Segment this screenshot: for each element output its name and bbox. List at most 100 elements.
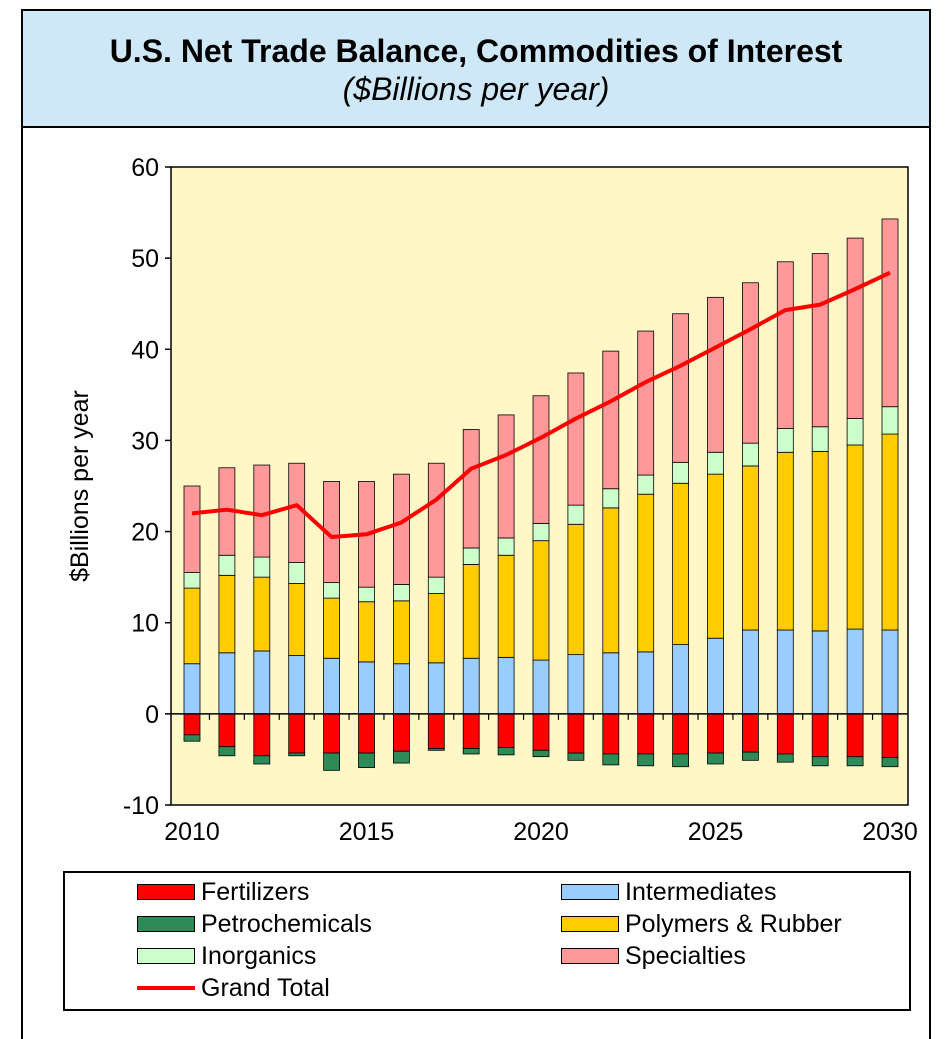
bar-fertilizers-2025: [707, 713, 724, 754]
bar-petrochemicals-2016: [392, 750, 410, 764]
bar-polymers-and-rubber-2022: [602, 507, 620, 654]
bar-polymers-and-rubber-2010: [183, 587, 201, 665]
legend-label: Intermediates: [625, 878, 777, 906]
bar-inorganics-2017: [427, 576, 445, 594]
bar-inorganics-2016: [392, 584, 410, 602]
bar-inorganics-2029: [846, 418, 864, 446]
bar-petrochemicals-2025: [707, 752, 724, 765]
y-tick-label: 20: [131, 519, 159, 547]
bar-polymers-and-rubber-2021: [567, 523, 585, 656]
bar-specialties-2020: [532, 395, 550, 524]
chart-subtitle: ($Billions per year): [342, 71, 610, 107]
bar-fertilizers-2013: [288, 713, 306, 754]
legend-swatch: [561, 884, 619, 900]
bar-inorganics-2030: [881, 406, 899, 435]
bar-polymers-and-rubber-2015: [358, 601, 375, 663]
bar-intermediates-2028: [811, 630, 829, 715]
y-axis-label: $Billions per year: [66, 390, 94, 582]
bar-polymers-and-rubber-2024: [672, 482, 689, 645]
y-tick-label: 30: [131, 427, 159, 455]
legend-swatch: [561, 948, 619, 964]
legend-label: Grand Total: [201, 974, 330, 1002]
bar-petrochemicals-2010: [183, 734, 201, 742]
bar-polymers-and-rubber-2014: [323, 597, 341, 659]
bar-intermediates-2014: [323, 657, 341, 715]
y-tick-label: 0: [145, 701, 159, 729]
bar-specialties-2016: [392, 473, 410, 585]
bar-petrochemicals-2030: [881, 757, 899, 768]
bar-inorganics-2024: [672, 461, 689, 484]
bar-fertilizers-2030: [881, 713, 899, 759]
legend-label: Inorganics: [201, 942, 317, 970]
bar-specialties-2018: [462, 429, 480, 549]
bar-specialties-2030: [881, 218, 899, 408]
bar-intermediates-2017: [427, 662, 445, 715]
bar-specialties-2024: [672, 313, 689, 463]
y-tick-label: 60: [131, 154, 159, 182]
bar-intermediates-2016: [392, 663, 410, 715]
bar-intermediates-2019: [497, 656, 515, 715]
bar-intermediates-2024: [672, 644, 689, 715]
bar-petrochemicals-2029: [846, 756, 864, 767]
legend-label: Fertilizers: [201, 878, 310, 906]
bar-specialties-2023: [637, 330, 655, 476]
bar-polymers-and-rubber-2026: [742, 465, 759, 631]
x-tick-label: 2025: [688, 818, 744, 846]
bar-intermediates-2020: [532, 659, 550, 715]
bar-inorganics-2027: [776, 428, 794, 453]
bar-inorganics-2018: [462, 547, 480, 565]
bar-fertilizers-2014: [323, 713, 341, 754]
bar-intermediates-2010: [183, 663, 201, 715]
y-tick-label: 40: [131, 336, 159, 364]
bar-fertilizers-2027: [776, 713, 794, 755]
bar-petrochemicals-2021: [567, 752, 585, 761]
bar-inorganics-2020: [532, 522, 550, 542]
bar-specialties-2025: [707, 296, 724, 453]
y-tick-label: -10: [123, 792, 159, 820]
bar-petrochemicals-2017: [427, 748, 445, 751]
bar-inorganics-2028: [811, 426, 829, 452]
bar-inorganics-2019: [497, 537, 515, 556]
bar-intermediates-2022: [602, 652, 620, 715]
bar-fertilizers-2018: [462, 713, 480, 749]
legend-line-swatch: [137, 986, 195, 990]
legend-swatch: [137, 948, 195, 964]
bar-inorganics-2026: [742, 442, 759, 467]
bar-polymers-and-rubber-2018: [462, 563, 480, 659]
bar-petrochemicals-2018: [462, 748, 480, 755]
bar-fertilizers-2019: [497, 713, 515, 748]
bar-inorganics-2013: [288, 562, 306, 584]
bar-fertilizers-2024: [672, 713, 689, 755]
bar-polymers-and-rubber-2028: [811, 450, 829, 632]
bar-specialties-2022: [602, 350, 620, 490]
bar-polymers-and-rubber-2013: [288, 583, 306, 656]
bar-polymers-and-rubber-2019: [497, 554, 515, 658]
bar-petrochemicals-2023: [637, 753, 655, 767]
bar-intermediates-2029: [846, 628, 864, 715]
bar-inorganics-2011: [218, 554, 236, 576]
bar-specialties-2017: [427, 462, 445, 578]
bar-petrochemicals-2019: [497, 747, 515, 756]
bar-polymers-and-rubber-2025: [707, 473, 724, 639]
bar-fertilizers-2026: [742, 713, 759, 753]
bar-intermediates-2026: [742, 629, 759, 715]
bar-polymers-and-rubber-2029: [846, 444, 864, 630]
title-box: U.S. Net Trade Balance, Commodities of I…: [23, 11, 929, 128]
bar-petrochemicals-2020: [532, 749, 550, 758]
bar-polymers-and-rubber-2011: [218, 574, 236, 654]
bar-inorganics-2025: [707, 451, 724, 475]
bar-petrochemicals-2022: [602, 753, 620, 766]
legend-swatch: [137, 884, 195, 900]
legend-swatch: [137, 916, 195, 932]
bar-intermediates-2013: [288, 655, 306, 715]
bar-fertilizers-2010: [183, 713, 201, 736]
bar-intermediates-2011: [218, 652, 236, 715]
bar-fertilizers-2016: [392, 713, 410, 752]
bar-fertilizers-2012: [253, 713, 271, 757]
bar-petrochemicals-2026: [742, 751, 759, 761]
bar-petrochemicals-2013: [288, 752, 306, 757]
bar-specialties-2010: [183, 485, 201, 573]
bar-fertilizers-2020: [532, 713, 550, 751]
bar-intermediates-2023: [637, 651, 655, 715]
